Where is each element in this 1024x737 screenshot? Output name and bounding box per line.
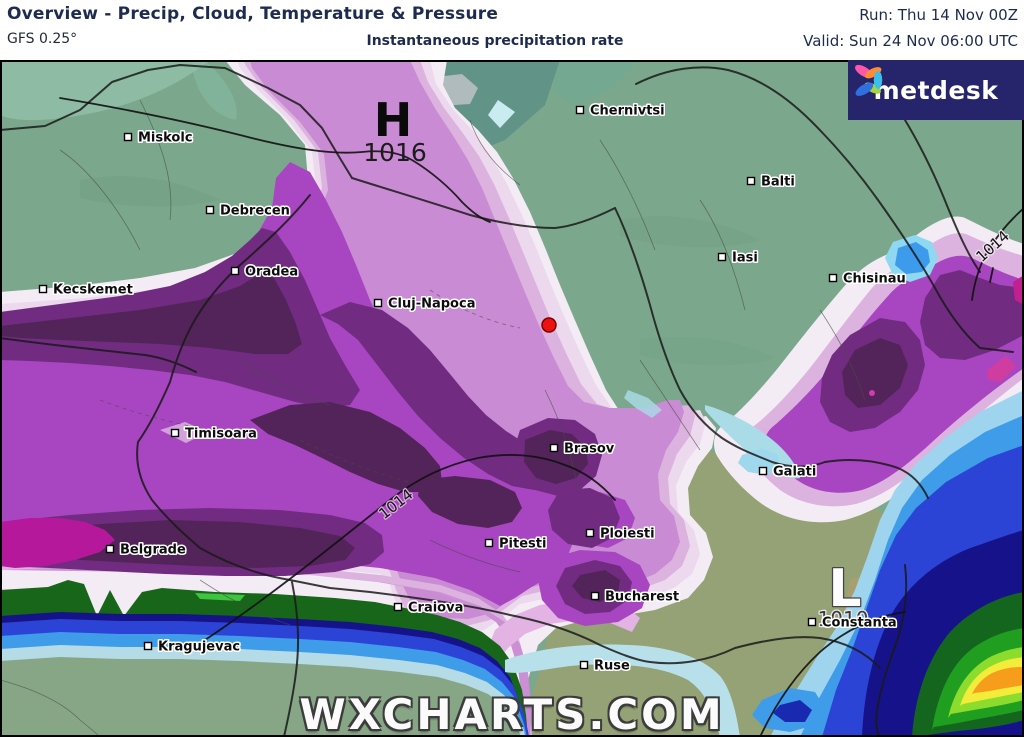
city-label: Chisinau bbox=[843, 272, 906, 287]
city-square-icon bbox=[590, 591, 600, 601]
pressure-label-1010: 1010 bbox=[818, 607, 869, 631]
city-label: Ploiesti bbox=[600, 527, 655, 542]
city-square-icon bbox=[170, 428, 180, 438]
city-marker-belgrade: Belgrade bbox=[105, 541, 187, 559]
metdesk-logo: metdesk bbox=[848, 60, 1024, 120]
pressure-label-h: H bbox=[374, 93, 413, 147]
city-marker-debrecen: Debrecen bbox=[205, 202, 291, 220]
city-label: Iasi bbox=[732, 251, 758, 266]
city-square-icon bbox=[38, 284, 48, 294]
city-labels-layer: Miskolc Debrecen Oradea Kecskemet Cluj-Napoc… bbox=[38, 102, 907, 675]
city-label: Bucharest bbox=[605, 590, 679, 605]
pressure-label-1016: 1016 bbox=[363, 138, 427, 167]
model-label: GFS 0.25° bbox=[7, 31, 78, 47]
city-label: Galati bbox=[773, 465, 816, 480]
city-marker-pitesti: Pitesti bbox=[484, 535, 548, 553]
city-marker-cluj-napoca: Cluj-Napoca bbox=[373, 295, 477, 313]
metdesk-logo-text: metdesk bbox=[873, 75, 999, 105]
city-square-icon bbox=[484, 538, 494, 548]
city-marker-ruse: Ruse bbox=[579, 657, 632, 675]
city-label: Brasov bbox=[564, 442, 615, 457]
country-borders bbox=[0, 64, 1014, 737]
map-frame bbox=[0, 60, 1024, 737]
city-marker-timisoara: Timisoara bbox=[170, 425, 258, 443]
city-label: Balti bbox=[761, 175, 795, 190]
metdesk-flower-icon bbox=[855, 64, 883, 96]
city-square-icon bbox=[807, 617, 817, 627]
city-label: Belgrade bbox=[120, 543, 186, 558]
city-label: Miskolc bbox=[138, 131, 193, 146]
page-title: Overview - Precip, Cloud, Temperature & … bbox=[7, 4, 499, 24]
precipitation-west-system bbox=[0, 60, 716, 737]
city-marker-miskolc: Miskolc bbox=[123, 129, 194, 147]
city-label: Oradea bbox=[245, 265, 298, 280]
city-marker-kecskemet: Kecskemet bbox=[38, 281, 134, 299]
city-label: Pitesti bbox=[499, 537, 546, 552]
city-square-icon bbox=[746, 176, 756, 186]
city-label: Timisoara bbox=[185, 427, 257, 442]
precipitation-south-bands bbox=[0, 580, 529, 737]
city-label: Ruse bbox=[594, 659, 630, 674]
city-square-icon bbox=[828, 273, 838, 283]
city-marker-bucharest: Bucharest bbox=[590, 588, 681, 606]
city-label: Craiova bbox=[408, 601, 463, 616]
precipitation-se-blob bbox=[752, 390, 1024, 737]
red-location-dot bbox=[541, 317, 557, 333]
city-marker-constanta: Constanta bbox=[807, 614, 898, 632]
river-cyan-strips bbox=[505, 390, 800, 737]
chart-header: Overview - Precip, Cloud, Temperature & … bbox=[0, 0, 1024, 60]
parameter-subtitle: Instantaneous precipitation rate bbox=[366, 33, 624, 49]
city-marker-galati: Galati bbox=[758, 463, 818, 481]
city-label: Constanta bbox=[822, 616, 897, 631]
city-square-icon bbox=[123, 132, 133, 142]
city-marker-oradea: Oradea bbox=[230, 263, 300, 281]
valid-time-label: Valid: Sun 24 Nov 06:00 UTC bbox=[803, 32, 1018, 50]
run-time-label: Run: Thu 14 Nov 00Z bbox=[859, 6, 1018, 24]
city-square-icon bbox=[717, 252, 727, 262]
city-label: Cluj-Napoca bbox=[388, 297, 475, 312]
city-marker-craiova: Craiova bbox=[393, 599, 465, 617]
city-square-icon bbox=[143, 641, 153, 651]
city-label: Kecskemet bbox=[53, 283, 133, 298]
wxcharts-watermark: WXCHARTS.COM bbox=[299, 690, 725, 737]
city-square-icon bbox=[205, 205, 215, 215]
city-marker-ploiesti: Ploiesti bbox=[585, 525, 656, 543]
city-square-icon bbox=[575, 105, 585, 115]
city-marker-chernivtsi: Chernivtsi bbox=[575, 102, 666, 120]
city-marker-brasov: Brasov bbox=[549, 440, 616, 458]
city-label: Kragujevac bbox=[158, 640, 240, 655]
city-marker-kragujevac: Kragujevac bbox=[143, 638, 242, 656]
city-marker-balti: Balti bbox=[746, 173, 796, 191]
city-square-icon bbox=[373, 298, 383, 308]
city-marker-iasi: Iasi bbox=[717, 249, 759, 267]
isobar-lines bbox=[59, 97, 1024, 737]
city-square-icon bbox=[549, 443, 559, 453]
city-square-icon bbox=[585, 528, 595, 538]
pressure-label-l: L bbox=[828, 559, 861, 619]
city-label: Debrecen bbox=[220, 204, 290, 219]
city-square-icon bbox=[230, 266, 240, 276]
city-square-icon bbox=[579, 660, 589, 670]
city-label: Chernivtsi bbox=[590, 104, 665, 119]
city-marker-chisinau: Chisinau bbox=[828, 270, 907, 288]
city-square-icon bbox=[393, 602, 403, 612]
city-square-icon bbox=[105, 544, 115, 554]
city-square-icon bbox=[758, 466, 768, 476]
weather-map: H 1016 L 1010 1014 1014 Miskolc Debrecen Oradea… bbox=[0, 60, 1024, 737]
